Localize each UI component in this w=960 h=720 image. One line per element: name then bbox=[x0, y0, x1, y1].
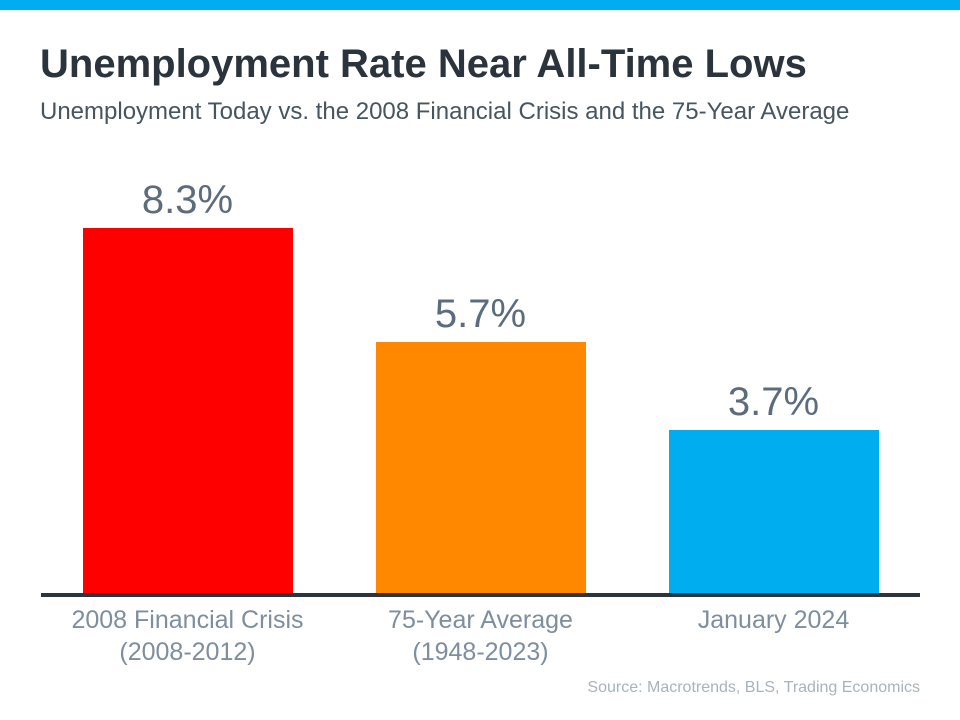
category-label-1: 2008 Financial Crisis (2008-2012) bbox=[41, 604, 334, 668]
chart-subtitle: Unemployment Today vs. the 2008 Financia… bbox=[40, 98, 850, 125]
chart-title: Unemployment Rate Near All-Time Lows bbox=[40, 42, 807, 86]
category-label-line: (2008-2012) bbox=[119, 638, 256, 666]
category-label-2: 75-Year Average (1948-2023) bbox=[334, 604, 627, 668]
value-label-2: 5.7% bbox=[434, 292, 527, 336]
bar-plot-area: 8.3% 5.7% 3.7% bbox=[41, 150, 920, 593]
bar-3 bbox=[668, 430, 879, 593]
bar-2 bbox=[375, 342, 586, 593]
category-label-3: January 2024 bbox=[627, 604, 920, 636]
category-label-line: 75-Year Average bbox=[388, 606, 573, 634]
value-label-1: 8.3% bbox=[141, 178, 234, 222]
category-label-line: 2008 Financial Crisis bbox=[71, 606, 304, 634]
bar-1 bbox=[82, 228, 293, 593]
value-label-3: 3.7% bbox=[727, 380, 820, 424]
category-label-line: (1948-2023) bbox=[412, 638, 549, 666]
top-accent-bar bbox=[0, 0, 960, 10]
category-axis-labels: 2008 Financial Crisis (2008-2012) 75-Year … bbox=[41, 604, 920, 674]
x-axis-line bbox=[41, 593, 920, 597]
category-label-line: January 2024 bbox=[697, 606, 850, 634]
source-attribution: Source: Macrotrends, BLS, Trading Econom… bbox=[587, 679, 920, 696]
